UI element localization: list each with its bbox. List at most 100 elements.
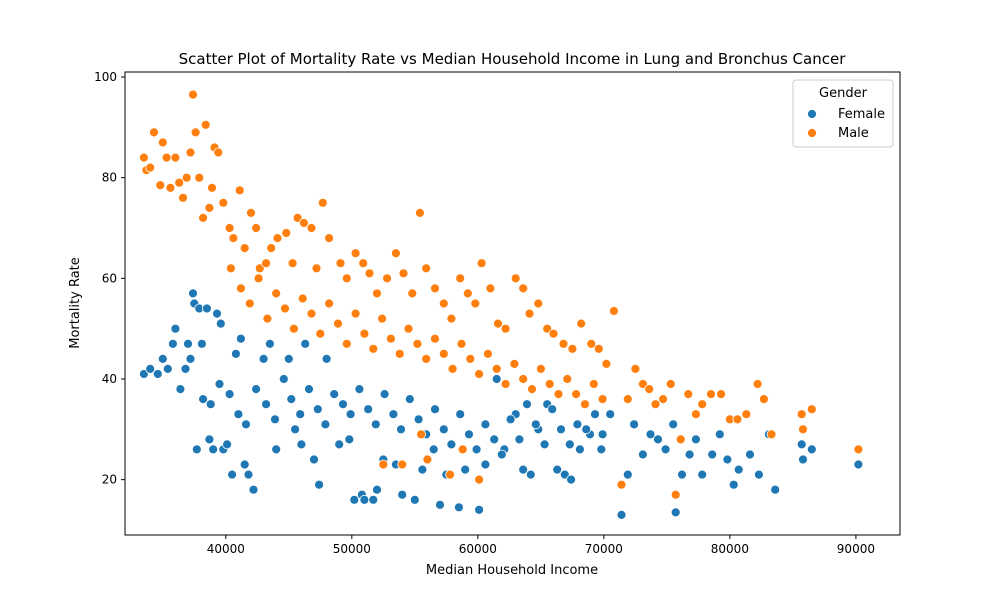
point-female-57: [480, 459, 491, 470]
point-female-72: [616, 510, 627, 520]
point-female-49: [409, 494, 420, 505]
point-female-15: [196, 338, 207, 349]
point-male-38: [311, 263, 322, 274]
chart-title: Scatter Plot of Mortality Rate vs Median…: [179, 50, 847, 68]
point-male-83: [665, 379, 676, 389]
point-female-111: [312, 404, 323, 415]
point-female-137: [530, 419, 541, 430]
point-male-59: [476, 258, 487, 269]
point-male-103: [244, 298, 255, 309]
point-female-5: [167, 338, 178, 349]
point-male-33: [281, 228, 292, 238]
point-male-64: [518, 283, 529, 294]
point-female-9: [183, 338, 193, 349]
point-male-107: [280, 303, 290, 314]
point-female-44: [368, 494, 379, 505]
point-male-31: [266, 243, 277, 254]
point-male-97: [796, 409, 807, 420]
point-male-48: [390, 248, 401, 259]
point-female-119: [379, 389, 390, 400]
point-male-72: [586, 338, 597, 349]
point-female-67: [566, 474, 576, 485]
point-male-17: [200, 119, 211, 130]
point-male-23: [224, 223, 235, 233]
legend-title: Gender: [819, 86, 868, 101]
point-male-13: [188, 89, 198, 100]
point-female-116: [354, 384, 365, 395]
point-male-39: [317, 197, 328, 208]
point-female-34: [296, 439, 307, 450]
point-female-91: [754, 469, 764, 480]
point-female-109: [295, 409, 306, 420]
point-male-128: [465, 353, 476, 364]
point-female-17: [204, 434, 215, 445]
point-female-56: [474, 504, 485, 515]
point-male-65: [524, 308, 535, 319]
point-female-0: [138, 369, 149, 379]
point-male-127: [456, 338, 467, 349]
point-female-138: [539, 439, 550, 450]
point-female-106: [270, 414, 280, 425]
point-male-78: [630, 363, 641, 374]
point-female-27: [243, 469, 254, 480]
point-female-32: [283, 353, 294, 364]
point-male-122: [412, 338, 423, 349]
point-male-71: [576, 318, 587, 329]
point-male-54: [438, 298, 449, 309]
point-female-65: [552, 464, 563, 475]
point-female-39: [334, 439, 345, 450]
point-female-73: [622, 469, 633, 480]
point-female-96: [806, 444, 817, 455]
point-male-21: [213, 147, 224, 158]
point-male-46: [372, 288, 382, 299]
point-male-40: [324, 233, 335, 244]
point-female-4: [162, 363, 173, 374]
point-female-90: [745, 449, 755, 460]
point-male-42: [341, 273, 352, 284]
point-female-132: [489, 434, 500, 445]
point-male-96: [766, 429, 777, 440]
point-male-140: [571, 389, 581, 400]
point-male-53: [430, 283, 440, 294]
point-male-73: [593, 343, 604, 354]
point-female-77: [653, 434, 663, 445]
point-female-22: [222, 439, 233, 450]
point-male-32: [272, 233, 283, 244]
point-female-93: [770, 484, 781, 495]
y-axis-label: Mortality Rate: [68, 257, 83, 349]
point-female-142: [572, 419, 583, 430]
point-female-45: [372, 484, 382, 495]
point-female-78: [660, 444, 671, 455]
point-male-126: [447, 363, 458, 374]
point-male-130: [482, 348, 493, 359]
x-axis-label: Median Household Income: [426, 563, 598, 578]
point-female-6: [170, 323, 181, 334]
point-male-44: [358, 258, 369, 269]
point-male-120: [394, 348, 405, 359]
point-male-111: [315, 328, 326, 339]
point-female-120: [388, 409, 399, 420]
legend-marker-female: [807, 109, 817, 119]
y-tick-label-1: 40: [102, 372, 117, 386]
point-female-24: [230, 348, 241, 359]
point-male-142: [588, 379, 599, 389]
point-male-51: [414, 207, 425, 218]
point-female-70: [596, 444, 607, 455]
point-male-49: [398, 268, 409, 279]
point-male-87: [691, 409, 701, 420]
point-female-131: [480, 419, 491, 430]
legend-label-male: Male: [838, 126, 869, 141]
x-tick-label-4: 80000: [711, 542, 749, 556]
point-female-121: [396, 424, 406, 435]
point-male-112: [324, 298, 335, 309]
point-male-98: [798, 424, 808, 435]
point-female-74: [629, 419, 639, 430]
point-female-2: [152, 369, 163, 379]
point-female-48: [397, 489, 408, 500]
point-male-69: [558, 338, 569, 349]
point-female-41: [349, 494, 360, 505]
point-female-7: [175, 384, 186, 395]
point-female-115: [345, 409, 356, 420]
point-female-100: [214, 379, 225, 389]
point-male-85: [675, 434, 686, 445]
